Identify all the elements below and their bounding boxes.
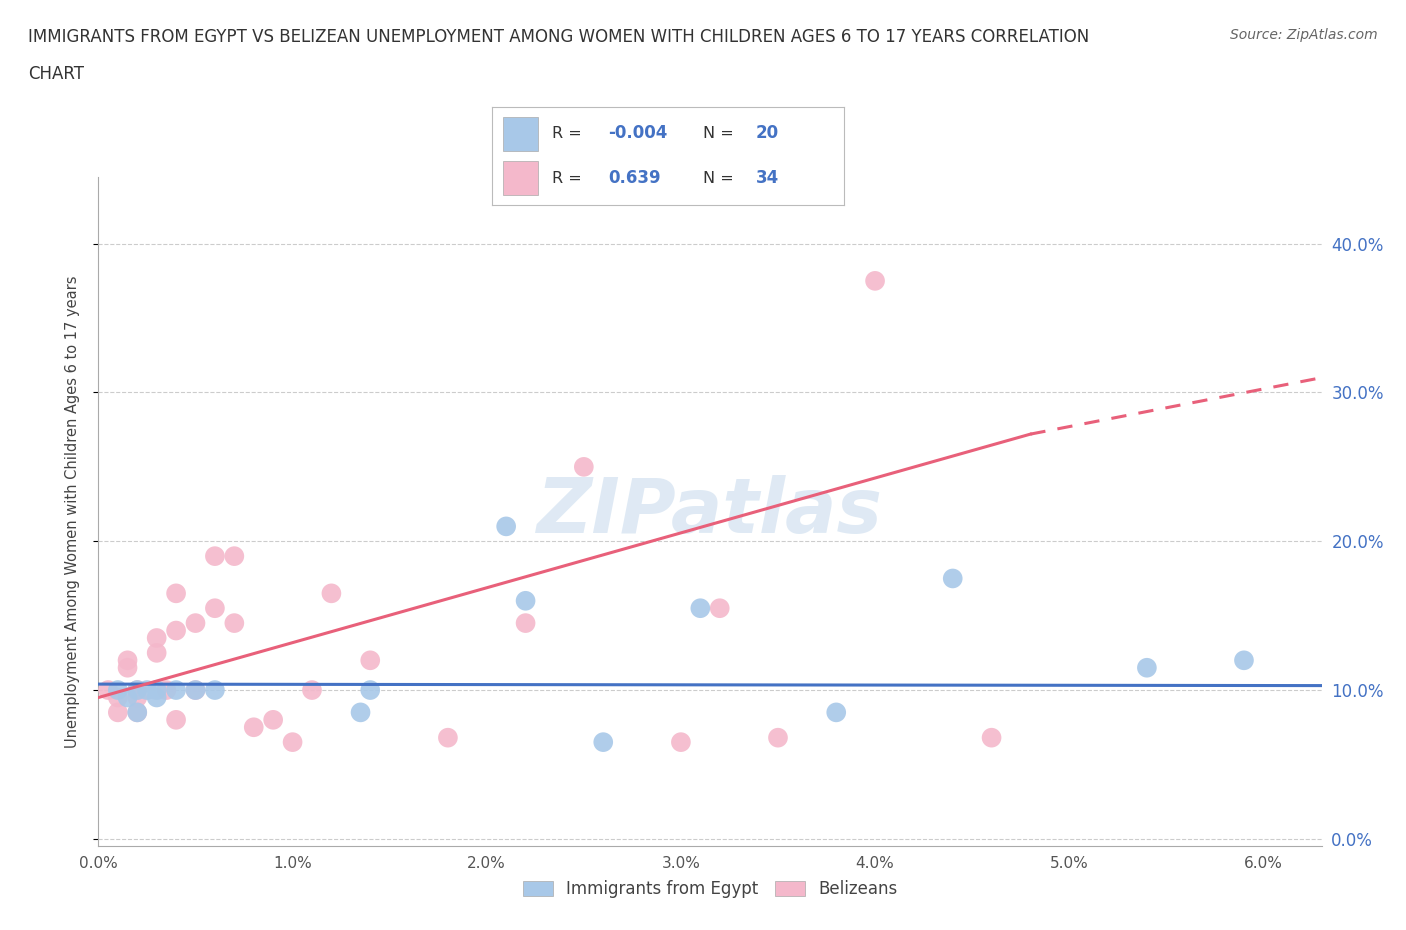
Point — [127, 690, 149, 705]
Text: N =: N = — [703, 171, 740, 186]
Point — [1136, 660, 1159, 675]
Point — [204, 683, 226, 698]
Point — [242, 720, 264, 735]
Point — [825, 705, 848, 720]
Point — [184, 616, 207, 631]
Point — [145, 690, 167, 705]
Point — [515, 616, 537, 631]
Point — [165, 683, 187, 698]
Point — [117, 653, 139, 668]
Point — [107, 705, 129, 720]
Point — [281, 735, 304, 750]
Point — [766, 730, 789, 745]
Point — [127, 705, 149, 720]
Point — [1233, 653, 1256, 668]
Point — [321, 586, 343, 601]
Point — [165, 712, 187, 727]
Point — [127, 683, 149, 698]
Text: 0.639: 0.639 — [609, 169, 661, 187]
Point — [349, 705, 371, 720]
Point — [224, 616, 246, 631]
Point — [592, 735, 614, 750]
Point — [184, 683, 207, 698]
Point — [107, 683, 129, 698]
Text: N =: N = — [703, 126, 740, 140]
Point — [145, 683, 167, 698]
Point — [301, 683, 323, 698]
Point — [127, 683, 149, 698]
Point — [117, 690, 139, 705]
Point — [117, 660, 139, 675]
FancyBboxPatch shape — [503, 117, 537, 151]
Point — [863, 273, 886, 288]
Point — [165, 586, 187, 601]
Point — [136, 683, 159, 698]
Text: IMMIGRANTS FROM EGYPT VS BELIZEAN UNEMPLOYMENT AMONG WOMEN WITH CHILDREN AGES 6 : IMMIGRANTS FROM EGYPT VS BELIZEAN UNEMPL… — [28, 28, 1090, 46]
Point — [669, 735, 692, 750]
Text: 34: 34 — [756, 169, 779, 187]
Text: 20: 20 — [756, 125, 779, 142]
Text: R =: R = — [551, 171, 592, 186]
Point — [942, 571, 965, 586]
Point — [155, 683, 177, 698]
Point — [359, 653, 381, 668]
Point — [127, 705, 149, 720]
Point — [262, 712, 284, 727]
Point — [145, 645, 167, 660]
Point — [107, 690, 129, 705]
Point — [437, 730, 460, 745]
FancyBboxPatch shape — [503, 161, 537, 195]
Point — [709, 601, 731, 616]
Legend: Immigrants from Egypt, Belizeans: Immigrants from Egypt, Belizeans — [516, 873, 904, 905]
Point — [689, 601, 711, 616]
Text: -0.004: -0.004 — [609, 125, 668, 142]
Point — [145, 631, 167, 645]
Point — [204, 549, 226, 564]
Point — [184, 683, 207, 698]
Point — [359, 683, 381, 698]
Text: CHART: CHART — [28, 65, 84, 83]
Text: ZIPatlas: ZIPatlas — [537, 474, 883, 549]
Point — [495, 519, 517, 534]
Text: Source: ZipAtlas.com: Source: ZipAtlas.com — [1230, 28, 1378, 42]
Point — [165, 623, 187, 638]
Point — [980, 730, 1002, 745]
Point — [204, 601, 226, 616]
Text: R =: R = — [551, 126, 586, 140]
Point — [515, 593, 537, 608]
Point — [572, 459, 595, 474]
Point — [97, 683, 120, 698]
Y-axis label: Unemployment Among Women with Children Ages 6 to 17 years: Unemployment Among Women with Children A… — [65, 275, 80, 748]
Point — [224, 549, 246, 564]
